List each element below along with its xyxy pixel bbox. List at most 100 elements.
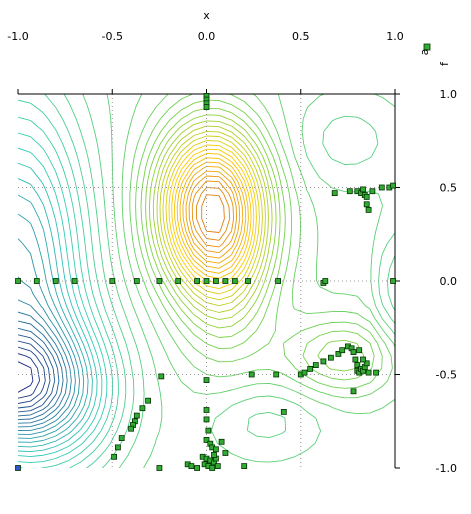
scatter-point <box>327 354 334 361</box>
scatter-point <box>312 362 319 369</box>
legend-label: a <box>418 49 431 56</box>
y-tick-label: 0.5 <box>440 182 458 195</box>
contour-line <box>188 175 238 254</box>
axis-ticks: -1.0 -0.5 0.0 0.5 1.0 1.0 0.5 0.0 -0.5 -1.0 <box>7 30 457 475</box>
scatter-point <box>350 349 357 356</box>
scatter-point <box>133 278 140 284</box>
scatter-point <box>175 278 182 284</box>
contour-line <box>18 320 64 421</box>
contour-line <box>145 107 365 372</box>
contour-line <box>176 157 249 274</box>
scatter-point <box>356 347 363 354</box>
contour-line <box>82 94 395 468</box>
legend-marker <box>423 43 431 51</box>
scatter-point <box>212 446 219 453</box>
contour-line <box>174 153 252 279</box>
x-tick-label: 0.5 <box>292 30 310 43</box>
scatter-point <box>363 193 370 200</box>
scatter-point <box>363 360 370 367</box>
scatter-point <box>363 201 370 208</box>
contour-line <box>165 140 260 295</box>
scatter-point <box>335 350 342 357</box>
contour-line <box>191 180 235 248</box>
scatter-point <box>15 465 21 471</box>
scatter-point <box>390 182 397 189</box>
scatter-point <box>156 465 163 471</box>
y-tick-label: 0.0 <box>440 275 458 288</box>
scatter-point <box>346 188 353 195</box>
scatter-point <box>203 416 210 423</box>
scatter-point <box>365 206 372 213</box>
contour-line <box>63 94 395 468</box>
contour-line <box>18 132 108 464</box>
contour-line <box>140 99 375 381</box>
y-tick-label: 1.0 <box>440 88 458 101</box>
x-tick-label: -0.5 <box>102 30 123 43</box>
contour-line <box>18 213 85 439</box>
scatter-point <box>280 408 287 415</box>
scatter-point <box>128 425 135 432</box>
contour-line <box>135 94 383 389</box>
scatter-point <box>139 405 146 412</box>
contour-line <box>152 120 273 321</box>
scatter-point <box>156 278 163 284</box>
scatter-point <box>145 397 152 404</box>
scatter-point <box>369 188 376 195</box>
scatter-point <box>115 444 121 451</box>
scatter-point <box>158 373 165 380</box>
scatter-point <box>350 388 357 395</box>
scatter-points <box>15 93 397 471</box>
contour-line <box>18 178 93 448</box>
scatter-point <box>360 186 366 193</box>
scatter-point <box>211 451 217 458</box>
scatter-point <box>339 347 346 354</box>
contour-line <box>156 125 269 313</box>
scatter-point <box>354 362 361 369</box>
scatter-point <box>360 356 366 363</box>
y-axis-label: f <box>438 61 451 66</box>
scatter-point <box>307 365 314 372</box>
scatter-point <box>133 412 140 419</box>
scatter-point <box>214 463 221 470</box>
scatter-point <box>118 435 125 442</box>
scatter-point <box>203 377 210 384</box>
x-tick-label: -1.0 <box>7 30 28 43</box>
scatter-point <box>212 278 219 284</box>
contour-line <box>18 276 76 431</box>
contour-line <box>162 135 263 301</box>
scatter-point <box>275 278 282 284</box>
contour-line <box>18 162 98 453</box>
scatter-point <box>52 278 59 284</box>
scatter-point <box>320 358 327 365</box>
x-axis-label: x <box>203 9 210 22</box>
contour-line <box>185 170 241 259</box>
scatter-point <box>301 369 308 376</box>
scatter-point <box>352 356 359 363</box>
scatter-point <box>218 438 225 445</box>
contour-line <box>201 194 225 233</box>
scatter-point <box>331 190 338 197</box>
contour-line <box>18 238 80 435</box>
scatter-point <box>245 278 251 284</box>
scatter-point <box>231 278 238 284</box>
contour-line <box>18 346 46 404</box>
contour-line <box>18 147 103 458</box>
scatter-point <box>222 450 229 456</box>
scatter-point <box>222 278 229 284</box>
scatter-point <box>203 104 210 110</box>
y-tick-label: -0.5 <box>436 369 457 382</box>
scatter-point <box>203 436 210 443</box>
contour-line <box>18 334 56 413</box>
x-tick-label: 1.0 <box>386 30 404 43</box>
scatter-point <box>188 463 195 470</box>
scatter-point <box>241 463 248 470</box>
contour-line <box>121 94 395 415</box>
contour-line <box>182 165 244 264</box>
scatter-point <box>15 278 21 284</box>
contour-line <box>179 161 247 269</box>
scatter-point <box>205 427 212 434</box>
scatter-point <box>203 278 210 284</box>
scatter-point <box>365 369 372 376</box>
scatter-point <box>194 278 201 284</box>
scatter-point <box>203 407 210 413</box>
